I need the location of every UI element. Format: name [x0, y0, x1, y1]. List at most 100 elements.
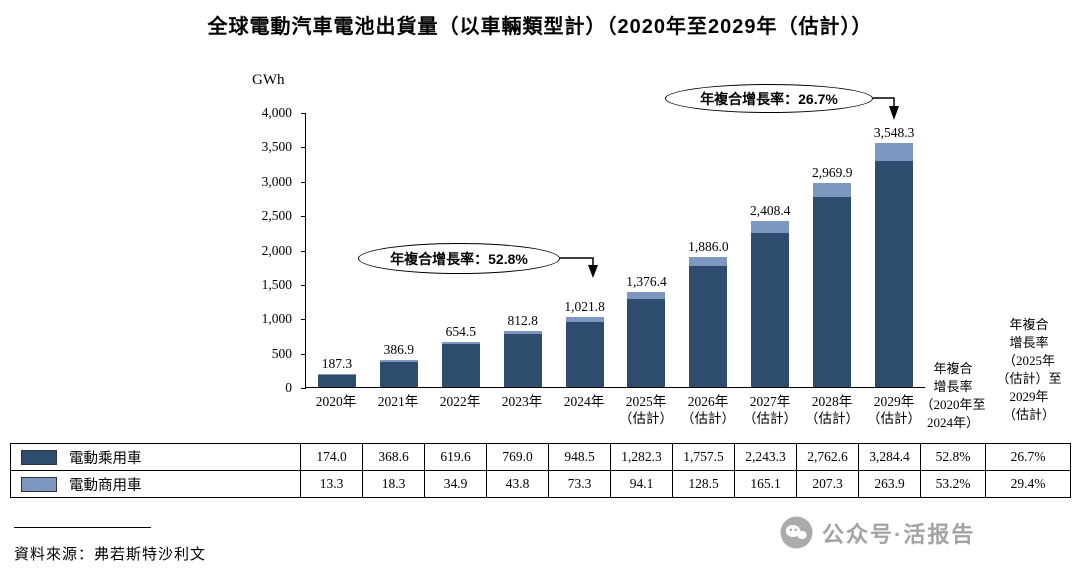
- y-tick-label: 3,500: [261, 139, 292, 155]
- y-tick-mark: [301, 284, 306, 286]
- cagr-annotation-2020-2024: 年複合增長率：52.8%: [358, 243, 560, 274]
- table-cell: 53.2%: [920, 470, 986, 498]
- bar-total-label: 2,408.4: [750, 203, 791, 219]
- bar-total-label: 3,548.3: [873, 125, 915, 141]
- cagr-column-header-2020-2024: 年複合 增長率 （2020年至 2024年）: [920, 361, 986, 430]
- bar-total-label: 2,969.9: [811, 164, 853, 180]
- legend-cell: 電動商用車: [10, 470, 301, 498]
- table-cell: 3,284.4: [858, 443, 921, 471]
- segment-commercial-ev: [379, 360, 418, 362]
- table-cell: 619.6: [424, 443, 487, 471]
- bar-slot: 386.9: [368, 113, 430, 387]
- bar-slot: 1,021.8: [554, 113, 616, 387]
- cagr-annotation-2025-2029: 年複合增長率：26.7%: [665, 84, 873, 113]
- bar-total-label: 1,021.8: [564, 298, 605, 314]
- table-cell: 1,757.5: [672, 443, 735, 471]
- table-cell: 94.1: [610, 470, 673, 498]
- watermark: 公众号·活报告: [780, 516, 975, 549]
- segment-commercial-ev: [689, 257, 728, 267]
- y-tick-label: 3,000: [261, 173, 292, 189]
- x-axis-label: 2028年 （估計）: [805, 394, 859, 426]
- segment-passenger-ev: [317, 375, 356, 387]
- bar-slot: 1,376.4: [616, 113, 678, 387]
- y-tick-mark: [301, 181, 306, 183]
- x-axis-label: 2025年 （估計）: [619, 394, 673, 426]
- legend-cell: 電動乘用車: [10, 443, 301, 471]
- stacked-bar: [441, 342, 480, 387]
- x-axis-label: 2027年 （估計）: [743, 394, 797, 426]
- bar-total-label: 386.9: [383, 342, 415, 358]
- y-tick-label: 2,000: [261, 242, 292, 258]
- bar-slot: 1,886.0: [677, 113, 739, 387]
- legend-label: 電動商用車: [69, 477, 142, 494]
- stacked-bar: [689, 257, 728, 387]
- legend-swatch: [21, 449, 57, 465]
- stacked-bar: [379, 360, 418, 387]
- bar-slot: 654.5: [430, 113, 492, 387]
- segment-commercial-ev: [441, 342, 480, 345]
- table-cell: 368.6: [362, 443, 425, 471]
- source-note: 資料來源：弗若斯特沙利文: [14, 547, 207, 563]
- table-cell: 1,282.3: [610, 443, 673, 471]
- x-axis-label: 2026年 （估計）: [681, 394, 735, 426]
- y-axis-ticks: 4,000 3,500 3,000 2,500 2,000 1,500 1,000 500 0: [236, 105, 300, 395]
- segment-passenger-ev: [689, 266, 728, 387]
- bars-row: 187.3 386.9 654.5 812.8 1,021.8 1,376.4 1,886.…: [306, 113, 925, 387]
- data-table-body: 電動乘用車 174.0 368.6 619.6 769.0 948.5 1,282.3 1,7…: [10, 443, 1071, 498]
- x-axis-label: 2021年: [377, 394, 419, 409]
- y-tick-mark: [301, 113, 306, 114]
- y-tick-mark: [301, 147, 306, 149]
- table-cell: 174.0: [300, 443, 363, 471]
- table-cell: 769.0: [486, 443, 549, 471]
- y-tick-label: 4,000: [261, 105, 292, 120]
- table-cell: 43.8: [486, 470, 549, 498]
- segment-commercial-ev: [875, 143, 914, 162]
- segment-commercial-ev: [813, 182, 852, 198]
- segment-commercial-ev: [317, 374, 356, 376]
- segment-passenger-ev: [565, 321, 604, 387]
- stacked-bar: [503, 331, 542, 387]
- table-row: 電動商用車 13.3 18.3 34.9 43.8 73.3 94.1 128.5 165.1 2…: [10, 470, 1071, 498]
- table-cell: 948.5: [548, 443, 611, 471]
- cagr-column-header-2025-2029: 年複合 增長率 （2025年 （估計）至 2029年 （估計）: [996, 317, 1062, 422]
- stacked-bar: [813, 182, 852, 387]
- stacked-bar: [875, 143, 914, 387]
- table-cell: 165.1: [734, 470, 797, 498]
- watermark-text: 公众号·活报告: [822, 521, 976, 547]
- y-tick-label: 0: [285, 380, 292, 395]
- table-cell: 34.9: [424, 470, 487, 498]
- legend-swatch: [21, 476, 57, 492]
- y-tick-mark: [301, 319, 306, 321]
- table-row: 電動乘用車 174.0 368.6 619.6 769.0 948.5 1,282.3 1,7…: [10, 443, 1071, 471]
- y-tick-mark: [301, 353, 306, 355]
- segment-passenger-ev: [503, 334, 542, 387]
- segment-passenger-ev: [751, 232, 790, 387]
- bar-total-label: 812.8: [507, 313, 538, 329]
- segment-passenger-ev: [379, 361, 418, 387]
- segment-commercial-ev: [565, 316, 604, 322]
- cagr-annotation-text: 年複合增長率：52.8%: [390, 250, 528, 267]
- segment-passenger-ev: [875, 161, 914, 387]
- stacked-bar: [565, 316, 604, 387]
- segment-passenger-ev: [813, 197, 852, 387]
- segment-commercial-ev: [503, 331, 542, 335]
- x-axis-label: 2024年: [563, 394, 605, 409]
- segment-commercial-ev: [751, 221, 790, 233]
- table-cell: 73.3: [548, 470, 611, 498]
- bar-slot: 2,969.9: [801, 113, 863, 387]
- table-cell: 263.9: [858, 470, 921, 498]
- table-cell: 207.3: [796, 470, 859, 498]
- bar-total-label: 187.3: [321, 356, 353, 372]
- table-cell: 18.3: [362, 470, 425, 498]
- cagr-arrow-line-2: [873, 97, 895, 108]
- table-cell: 26.7%: [985, 443, 1071, 471]
- bar-slot: 3,548.3: [863, 113, 925, 387]
- bar-total-label: 1,886.0: [688, 239, 729, 255]
- table-cell: 29.4%: [985, 470, 1071, 498]
- y-tick-label: 1,000: [261, 311, 292, 327]
- y-tick-mark: [301, 388, 306, 389]
- table-cell: 2,243.3: [734, 443, 797, 471]
- segment-passenger-ev: [441, 344, 480, 387]
- x-axis-label: 2022年: [439, 394, 481, 409]
